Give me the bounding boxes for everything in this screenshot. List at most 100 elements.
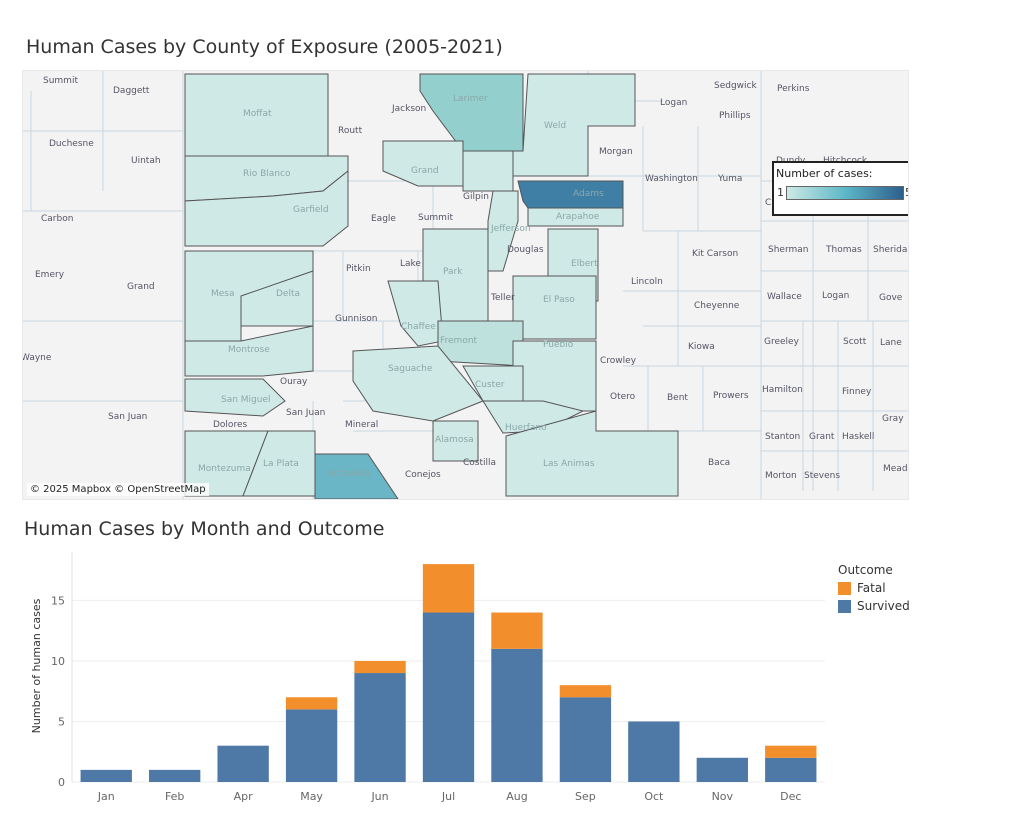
county-alamosa[interactable]	[432, 420, 479, 462]
county-label: Stanton	[765, 432, 800, 442]
county-label: Garfield	[293, 205, 329, 215]
county-montrose[interactable]	[184, 325, 314, 377]
county-label: Huerfano	[505, 423, 547, 433]
county-adams[interactable]	[517, 180, 624, 209]
county-label: Morton	[765, 471, 797, 481]
county-chaffee[interactable]	[387, 280, 444, 347]
x-tick-label: Oct	[644, 790, 664, 803]
bar-survived-nov[interactable]	[696, 757, 748, 782]
county-label: Dolores	[213, 420, 247, 430]
county-label: Sherman	[768, 245, 808, 255]
county-label: Lane	[880, 338, 902, 348]
county-archuleta[interactable]	[314, 453, 399, 499]
bar-fatal-aug[interactable]	[491, 612, 543, 649]
county-label: Summit	[418, 213, 453, 223]
x-tick-label: Apr	[234, 790, 254, 803]
county-label: Weld	[544, 121, 566, 131]
county-label: Pueblo	[543, 340, 574, 350]
legend-title: Number of cases:	[776, 167, 873, 180]
bar-survived-dec[interactable]	[765, 757, 817, 782]
county-las-animas[interactable]	[505, 410, 679, 497]
county-label: Scott	[843, 337, 867, 347]
county-label: Phillips	[719, 111, 751, 121]
county-label: Montrose	[228, 345, 270, 355]
county-san-miguel[interactable]	[184, 378, 286, 417]
x-tick-label: Jan	[97, 790, 115, 803]
legend-label-survived: Survived	[857, 599, 910, 613]
map-canvas[interactable]: Summit Daggett Duchesne Uintah Carbon Emery Gr…	[23, 71, 908, 499]
county-label: Bent	[667, 393, 688, 403]
bar-survived-sep[interactable]	[559, 697, 612, 782]
county-label: Moffat	[243, 109, 272, 119]
county-garfield[interactable]	[184, 169, 349, 247]
bar-fatal-jul[interactable]	[422, 564, 475, 613]
map-attribution[interactable]: © 2025 Mapbox © OpenStreetMap	[27, 483, 209, 496]
bar-fatal-dec[interactable]	[765, 745, 817, 758]
bar-survived-jan[interactable]	[80, 769, 132, 782]
county-arapahoe[interactable]	[527, 207, 624, 227]
county-map[interactable]: Summit Daggett Duchesne Uintah Carbon Emery Gr…	[22, 70, 909, 500]
county-label: San Miguel	[221, 395, 271, 405]
bar-fatal-jun[interactable]	[354, 660, 406, 674]
county-label: Rio Blanco	[243, 169, 291, 179]
bar-survived-oct[interactable]	[628, 721, 680, 782]
county-label: Jackson	[391, 104, 426, 114]
y-axis-label: Number of human cases	[30, 598, 43, 733]
legend-swatch-fatal	[838, 581, 851, 595]
county-grand[interactable]	[382, 140, 464, 187]
county-weld[interactable]	[512, 73, 636, 177]
y-tick-label: 10	[51, 655, 65, 668]
bar-chart: Jan Feb Apr May Jun Jul Aug Sep Oct Nov Dec 0 5 10 15…	[30, 552, 825, 803]
county-label: Montezuma	[198, 464, 251, 474]
county-label: Eagle	[371, 214, 396, 224]
y-tick-label: 5	[58, 715, 65, 728]
county-label: Saguache	[388, 364, 433, 374]
county-label: Ouray	[280, 377, 308, 387]
map-legend: Number of cases: 1 5	[772, 161, 908, 216]
county-label: Costilla	[463, 458, 496, 468]
legend-entry-survived[interactable]: Survived	[838, 599, 910, 613]
county-jefferson[interactable]	[487, 190, 519, 272]
legend-color-ramp	[786, 186, 904, 200]
bar-survived-apr[interactable]	[217, 745, 269, 782]
county-label: Washington	[645, 174, 698, 184]
x-tick-label: Jul	[441, 790, 455, 803]
county-label: Thomas	[825, 245, 862, 255]
county-label: Daggett	[113, 86, 150, 96]
bar-survived-feb[interactable]	[149, 769, 201, 782]
county-larimer[interactable]	[419, 73, 524, 152]
county-gilpin-boulder[interactable]	[462, 150, 514, 192]
county-label: Wayne	[23, 353, 52, 363]
county-label: Greeley	[764, 337, 800, 347]
county-label: Arapahoe	[556, 212, 600, 222]
county-label: Kit Carson	[692, 249, 738, 259]
legend-label-fatal: Fatal	[857, 581, 886, 595]
county-label: Duchesne	[49, 139, 94, 149]
bar-survived-aug[interactable]	[491, 648, 543, 782]
county-label: San Juan	[286, 408, 325, 418]
county-label: Emery	[35, 270, 65, 280]
x-tick-label: Aug	[506, 790, 527, 803]
county-label: Las Animas	[543, 459, 595, 469]
bar-legend: Outcome Fatal Survived	[838, 563, 910, 613]
bar-fatal-sep[interactable]	[559, 685, 612, 698]
bar-survived-may[interactable]	[285, 709, 338, 782]
county-label: Morgan	[599, 147, 633, 157]
county-label: Perkins	[777, 84, 810, 94]
county-label: Kiowa	[688, 342, 715, 352]
county-label: Baca	[708, 458, 730, 468]
county-label: Yuma	[717, 174, 742, 184]
county-label: Grand	[411, 166, 439, 176]
bar-survived-jun[interactable]	[354, 673, 406, 782]
bar-survived-jul[interactable]	[422, 612, 475, 782]
bar-fatal-may[interactable]	[285, 697, 338, 710]
bar-legend-title: Outcome	[838, 563, 893, 577]
x-tick-label: Sep	[575, 790, 596, 803]
x-tick-label: Nov	[712, 790, 734, 803]
x-tick-label: Dec	[780, 790, 801, 803]
county-label: Fremont	[440, 336, 478, 346]
county-label: Cheyenne	[694, 301, 740, 311]
county-label: Custer	[475, 380, 505, 390]
county-el-paso[interactable]	[512, 275, 597, 340]
legend-entry-fatal[interactable]: Fatal	[838, 581, 910, 595]
